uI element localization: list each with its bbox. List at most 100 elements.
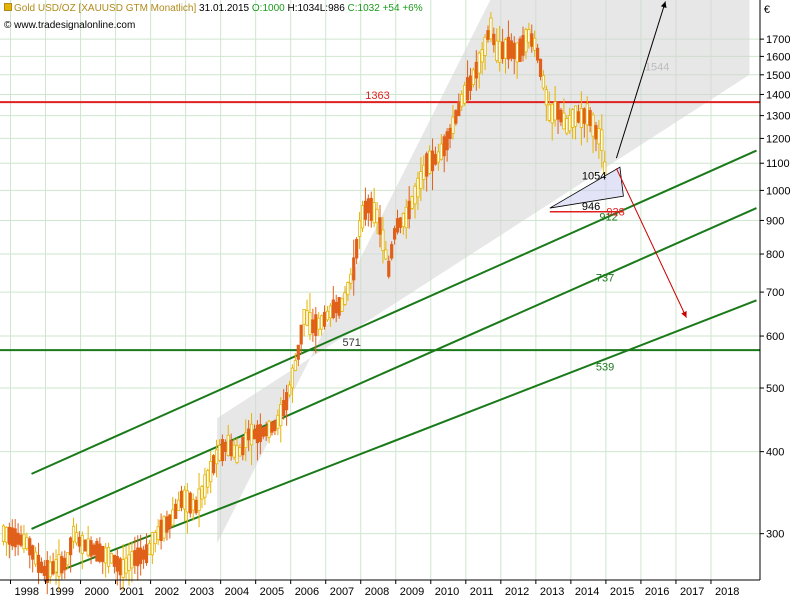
- candle-body: [325, 310, 330, 321]
- trend-channel-shade: [217, 0, 750, 544]
- candle-body: [503, 39, 508, 59]
- channel-line: [31, 207, 757, 530]
- x-tick-label: 2017: [680, 586, 704, 598]
- candle-body: [465, 77, 470, 101]
- candle-body: [317, 317, 321, 330]
- x-tick-label: 2005: [260, 586, 284, 598]
- channel-line: [31, 149, 757, 475]
- candle-body: [203, 474, 207, 498]
- candle-body: [392, 228, 397, 240]
- candle-body: [80, 534, 84, 554]
- candle-body: [515, 42, 519, 63]
- candle-body: [509, 40, 513, 59]
- candle-body: [436, 151, 440, 163]
- candle-body: [454, 110, 458, 124]
- candle-body: [305, 310, 309, 326]
- candle-body: [413, 185, 417, 205]
- candle-body: [328, 305, 332, 319]
- candle-body: [4, 526, 9, 543]
- candle-body: [565, 118, 569, 134]
- candle-body: [60, 556, 64, 574]
- candle-body: [372, 202, 376, 224]
- candle-body: [42, 565, 46, 576]
- candle-body: [258, 424, 262, 442]
- candle-body: [483, 36, 487, 56]
- candle-body: [556, 102, 560, 120]
- candle-body: [550, 103, 554, 124]
- candle-body: [177, 499, 181, 511]
- candle-body: [457, 101, 461, 117]
- y-tick-label: 1500: [766, 70, 790, 82]
- y-tick-label: 300: [766, 529, 784, 541]
- y-tick-label: 700: [766, 287, 784, 299]
- candle-body: [25, 536, 29, 549]
- candle-body: [425, 153, 429, 177]
- candle-body: [232, 444, 236, 458]
- y-tick-label: 1100: [766, 158, 790, 170]
- candle-body: [337, 297, 341, 316]
- candle-body: [468, 75, 473, 91]
- candle-body: [357, 220, 362, 237]
- candle-body: [407, 200, 411, 220]
- candle-body: [349, 273, 353, 284]
- candle-body: [106, 547, 111, 567]
- x-tick-label: 2004: [225, 586, 249, 598]
- candle-body: [585, 103, 589, 126]
- candle-body: [381, 229, 385, 251]
- candle-body: [538, 58, 543, 77]
- candle-body: [533, 37, 537, 51]
- candle-body: [498, 41, 502, 63]
- channel-label: 1544: [645, 62, 669, 74]
- y-tick-label: 1000: [766, 185, 790, 197]
- candle-body: [495, 40, 499, 61]
- candle-body: [588, 110, 592, 126]
- channel-label: 912: [599, 212, 617, 224]
- candle-body: [553, 101, 557, 121]
- candle-body: [34, 551, 38, 565]
- channel-label: 946: [582, 201, 600, 213]
- x-tick-label: 2002: [155, 586, 179, 598]
- candle-body: [220, 439, 224, 462]
- candle-body: [235, 445, 239, 464]
- candle-body: [428, 150, 432, 174]
- channel-label: 1054: [582, 170, 606, 182]
- low-label: L:986: [319, 3, 345, 14]
- candle-body: [302, 309, 306, 325]
- candle-body: [311, 319, 315, 334]
- candle-body: [433, 153, 438, 165]
- candle-body: [299, 324, 303, 345]
- candle-body: [194, 499, 198, 514]
- candle-body: [226, 434, 230, 456]
- open-label: O:1000: [251, 3, 285, 14]
- candle-body: [600, 129, 604, 151]
- candle-body: [419, 171, 423, 189]
- candle-body: [430, 150, 435, 172]
- candle-body: [568, 115, 572, 132]
- candle-body: [77, 536, 81, 547]
- candle-body: [422, 164, 426, 180]
- candle-body: [366, 198, 370, 214]
- candle-body: [39, 561, 44, 573]
- candle-body: [270, 422, 274, 433]
- candle-body: [200, 486, 204, 500]
- candle-body: [375, 208, 379, 224]
- candle-body: [477, 52, 481, 74]
- candle-body: [594, 125, 598, 140]
- candle-body: [261, 427, 265, 437]
- down-arrow: [615, 168, 687, 318]
- candle-body: [127, 554, 131, 571]
- candle-body: [404, 206, 408, 229]
- candle-body: [141, 549, 146, 560]
- candle-body: [171, 509, 175, 526]
- x-tick-label: 1998: [15, 586, 39, 598]
- candle-body: [480, 49, 484, 63]
- y-tick-label: 1600: [766, 51, 790, 63]
- x-tick-label: 2007: [330, 586, 354, 598]
- x-tick-label: 2014: [575, 586, 599, 598]
- candle-body: [290, 367, 295, 389]
- candle-body: [1, 525, 6, 542]
- candle-body: [463, 84, 467, 104]
- candle-body: [139, 547, 143, 565]
- candle-body: [121, 559, 125, 578]
